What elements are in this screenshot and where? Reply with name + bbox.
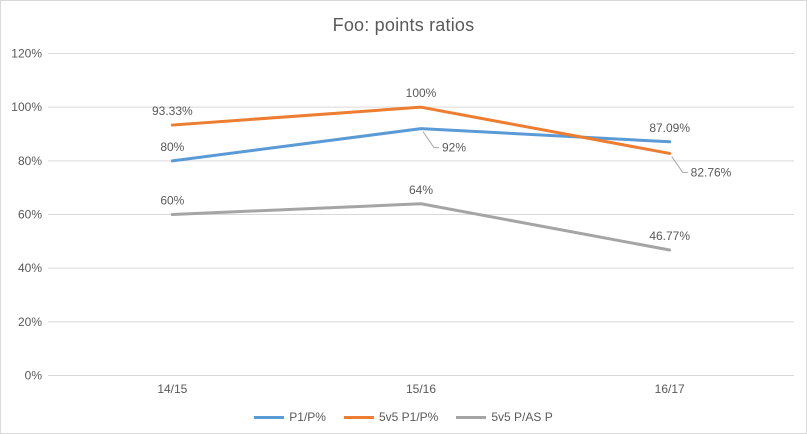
legend: P1/P% 5v5 P1/P% 5v5 P/AS P [1,410,806,424]
legend-swatch [254,415,285,419]
legend-swatch [456,415,487,419]
data-label: 82.76% [691,165,732,179]
y-axis-tick-label: 80% [18,154,42,168]
x-axis-tick-label: 14/15 [157,382,187,396]
data-label: 87.09% [649,121,690,135]
legend-swatch [343,415,374,419]
data-label-leader [671,156,688,173]
data-label: 93.33% [152,104,193,118]
data-label: 64% [409,183,433,197]
legend-label: P1/P% [289,410,326,424]
data-label: 100% [406,86,437,100]
y-axis-tick-label: 60% [18,208,42,222]
data-label: 46.77% [649,229,690,243]
data-label: 92% [442,141,466,155]
y-axis-tick-label: 40% [18,261,42,275]
legend-item-P1/P%[interactable]: P1/P% [254,410,326,424]
data-label: 60% [160,194,184,208]
y-axis-tick-label: 100% [11,100,42,114]
chart-title: Foo: points ratios [332,15,475,35]
y-axis-tick-label: 0% [25,369,43,383]
legend-item-5v5 P1/P%[interactable]: 5v5 P1/P% [343,410,439,424]
x-axis-tick-label: 16/17 [655,382,685,396]
data-label: 80% [160,140,184,154]
y-axis-tick-label: 20% [18,315,42,329]
legend-item-5v5 P/AS P[interactable]: 5v5 P/AS P [456,410,553,424]
x-axis-tick-label: 15/16 [406,382,436,396]
y-axis-tick-label: 120% [11,47,42,61]
series-line-5v5 P1/P%[interactable] [170,105,672,155]
data-label-leader [422,131,439,149]
series-line-P1/P%[interactable] [170,127,672,163]
legend-label: 5v5 P1/P% [378,410,439,424]
legend-label: 5v5 P/AS P [491,410,553,424]
series-line-5v5 P/AS P[interactable] [170,202,672,252]
